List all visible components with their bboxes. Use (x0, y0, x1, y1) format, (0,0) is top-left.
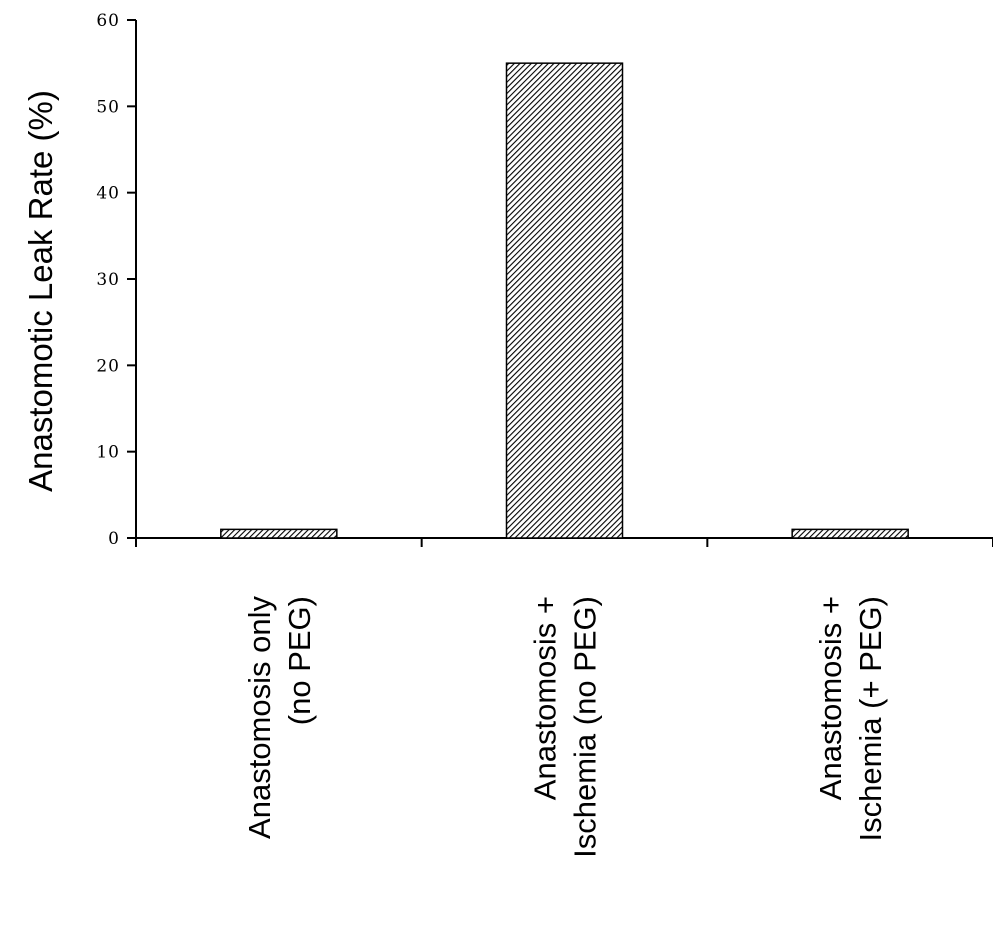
x-category-label-line: Ischemia (no PEG) (568, 596, 603, 858)
x-ticks (135, 538, 993, 547)
y-ticks: 0 10 20 30 40 50 60 (96, 11, 136, 549)
bars (220, 62, 909, 539)
y-tick-label: 30 (96, 270, 120, 290)
x-category-label-line: (no PEG) (282, 596, 317, 725)
bar (220, 528, 338, 539)
y-tick-label: 40 (96, 184, 120, 204)
x-category-label-line: Anastomosis only (242, 596, 277, 839)
x-category-label-line: Anastomosis + (528, 596, 563, 800)
y-tick-label: 50 (96, 97, 120, 117)
x-category-labels: Anastomosis only (no PEG) Anastomosis + Isc… (242, 596, 888, 858)
bar (791, 528, 909, 539)
x-category-label-line: Anastomosis + (813, 596, 848, 800)
bar (505, 62, 624, 539)
x-category-label: Anastomosis + Ischemia (no PEG) (528, 596, 603, 858)
y-tick-label: 10 (96, 443, 120, 463)
y-tick-label: 0 (108, 529, 120, 549)
y-tick-label: 20 (96, 356, 120, 376)
x-category-label: Anastomosis only (no PEG) (242, 596, 317, 839)
x-category-label: Anastomosis + Ischemia (+ PEG) (813, 596, 888, 842)
y-axis-label: Anastomotic Leak Rate (%) (22, 90, 59, 492)
x-category-label-line: Ischemia (+ PEG) (853, 596, 888, 842)
y-tick-label: 60 (96, 11, 120, 31)
